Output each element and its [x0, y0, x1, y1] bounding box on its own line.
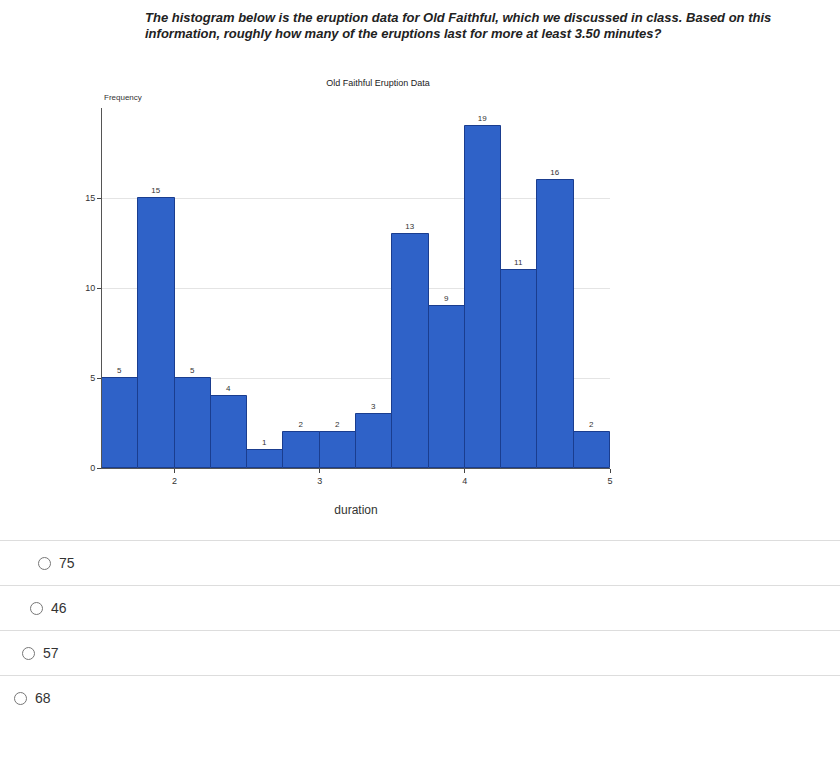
svg-text:5: 5 — [117, 366, 122, 375]
svg-text:duration: duration — [334, 503, 377, 517]
svg-text:Old Faithful Eruption Data: Old Faithful Eruption Data — [326, 78, 430, 88]
html-text:68: 68 — [35, 690, 51, 706]
html-text:46: 46 — [51, 600, 67, 616]
svg-text:10: 10 — [85, 283, 95, 293]
svg-text:0: 0 — [90, 463, 95, 473]
svg-text:4: 4 — [462, 476, 467, 486]
svg-text:3: 3 — [317, 476, 322, 486]
svg-text:4: 4 — [226, 384, 231, 393]
html-text:The histogram below is the eru: The histogram below is the eruption data… — [145, 10, 772, 41]
svg-text:9: 9 — [444, 294, 449, 303]
svg-text:5: 5 — [190, 366, 195, 375]
svg-text:5: 5 — [90, 373, 95, 383]
svg-text:16: 16 — [550, 168, 559, 177]
svg-text:2: 2 — [589, 420, 594, 429]
svg-text:11: 11 — [514, 258, 523, 267]
svg-text:15: 15 — [85, 193, 95, 203]
svg-text:2: 2 — [172, 476, 177, 486]
svg-text:2: 2 — [335, 420, 340, 429]
html-text:57: 57 — [43, 645, 59, 661]
svg-text:13: 13 — [405, 222, 414, 231]
svg-text:1: 1 — [262, 438, 267, 447]
svg-text:3: 3 — [371, 402, 376, 411]
svg-text:5: 5 — [607, 476, 612, 486]
html-text:75: 75 — [59, 555, 75, 571]
svg-text:Frequency: Frequency — [104, 93, 142, 102]
svg-text:2: 2 — [299, 420, 304, 429]
svg-text:19: 19 — [478, 114, 487, 123]
svg-text:15: 15 — [151, 186, 160, 195]
